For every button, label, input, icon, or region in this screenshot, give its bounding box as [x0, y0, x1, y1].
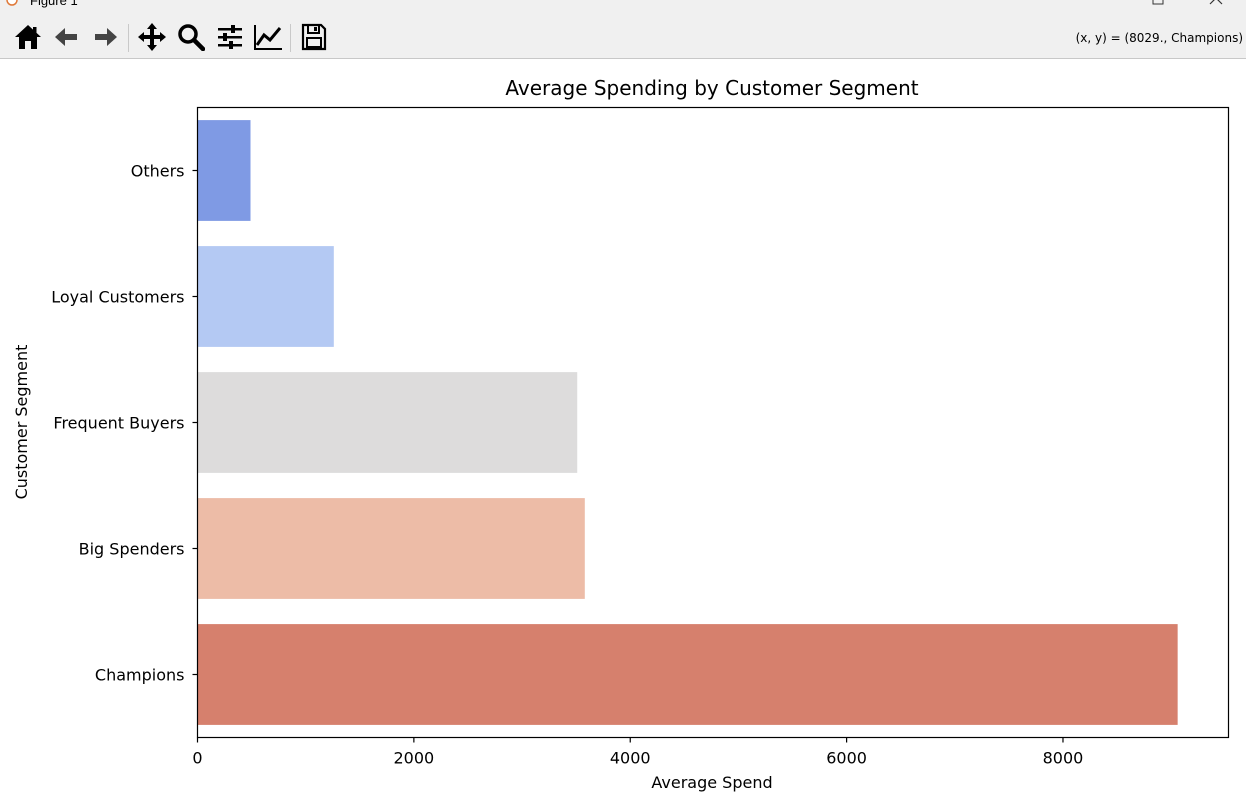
line-chart-icon	[254, 25, 282, 50]
configure-subplots-button[interactable]	[213, 21, 247, 53]
zoom-icon	[178, 24, 205, 51]
sliders-icon	[218, 25, 242, 49]
x-tick-label: 0	[192, 749, 202, 768]
bars-group	[197, 120, 1178, 725]
toolbar-separator	[128, 24, 129, 52]
x-tick-label: 6000	[826, 749, 867, 768]
save-icon	[301, 23, 327, 51]
window-title: Figure 1	[30, 0, 78, 8]
home-icon	[15, 25, 41, 49]
y-tick-label: Big Spenders	[79, 540, 185, 559]
bar-chart: Average Spending by Customer Segment Oth…	[12, 76, 1230, 792]
toolbar: (x, y) = (8029., Champions)	[0, 16, 1246, 59]
y-axis: Others Loyal Customers Frequent Buyers Big …	[51, 162, 198, 685]
move-icon	[138, 23, 166, 51]
chart-title: Average Spending by Customer Segment	[505, 76, 918, 100]
toolbar-separator	[290, 24, 291, 52]
close-button[interactable]	[1206, 0, 1226, 10]
y-tick-label: Champions	[95, 666, 185, 685]
forward-button[interactable]	[88, 21, 122, 53]
y-tick-label: Frequent Buyers	[53, 414, 184, 433]
y-tick-label: Others	[131, 162, 185, 181]
x-tick-label: 2000	[394, 749, 435, 768]
coordinates-readout: (x, y) = (8029., Champions)	[1075, 31, 1243, 45]
arrow-left-icon	[55, 28, 77, 46]
x-axis: 0 2000 4000 6000 8000	[192, 737, 1084, 768]
bar	[197, 120, 251, 221]
y-tick-label: Loyal Customers	[51, 288, 184, 307]
arrow-right-icon	[95, 28, 117, 46]
bar	[197, 624, 1178, 725]
pan-button[interactable]	[135, 21, 169, 53]
edit-axis-button[interactable]	[251, 21, 285, 53]
x-tick-label: 8000	[1043, 749, 1084, 768]
back-button[interactable]	[50, 21, 84, 53]
y-axis-label: Customer Segment	[12, 345, 31, 500]
save-button[interactable]	[297, 21, 331, 53]
home-button[interactable]	[11, 21, 45, 53]
bar	[197, 246, 334, 347]
zoom-button[interactable]	[174, 21, 208, 53]
title-bar: Figure 1	[0, 0, 1246, 16]
app-icon	[6, 0, 18, 6]
maximize-button[interactable]	[1148, 0, 1168, 10]
x-tick-label: 4000	[610, 749, 651, 768]
bar	[197, 372, 578, 473]
bar	[197, 498, 585, 599]
x-axis-label: Average Spend	[651, 773, 772, 792]
